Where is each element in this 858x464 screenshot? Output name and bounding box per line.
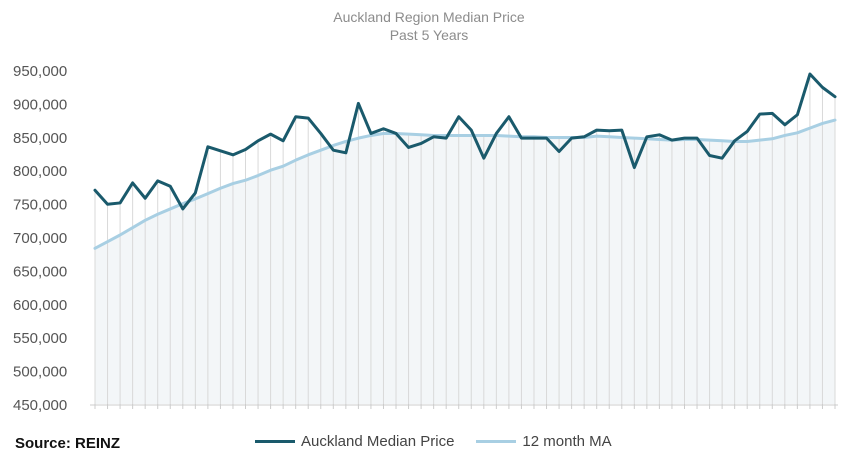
legend-swatch-ma [476, 440, 517, 443]
y-tick-label: 550,000 [13, 330, 67, 347]
legend-swatch-median [255, 440, 295, 443]
legend: Auckland Median Price 12 month MA [255, 433, 634, 450]
y-tick-label: 900,000 [13, 96, 67, 113]
chart-title: Auckland Region Median Price [333, 9, 525, 25]
series-line-12-month-ma [93, 118, 837, 250]
y-tick-label: 700,000 [13, 230, 67, 247]
legend-label-ma: 12 month MA [522, 433, 612, 450]
legend-item-ma: 12 month MA [476, 433, 612, 450]
chart-subtitle: Past 5 Years [389, 27, 469, 43]
source-note: Source: REINZ [15, 435, 121, 452]
series-line-median-price [93, 72, 837, 211]
y-tick-label: 650,000 [13, 263, 67, 280]
y-tick-label: 800,000 [13, 163, 67, 180]
y-tick-label: 750,000 [13, 197, 67, 214]
y-tick-label: 500,000 [13, 364, 67, 381]
y-tick-label: 850,000 [13, 130, 67, 147]
y-tick-label: 450,000 [13, 397, 67, 414]
y-tick-label: 600,000 [13, 297, 67, 314]
ma-area [95, 120, 835, 404]
y-tick-label: 950,000 [13, 63, 67, 80]
legend-item-median: Auckland Median Price [255, 433, 454, 450]
legend-label-median: Auckland Median Price [301, 433, 455, 450]
